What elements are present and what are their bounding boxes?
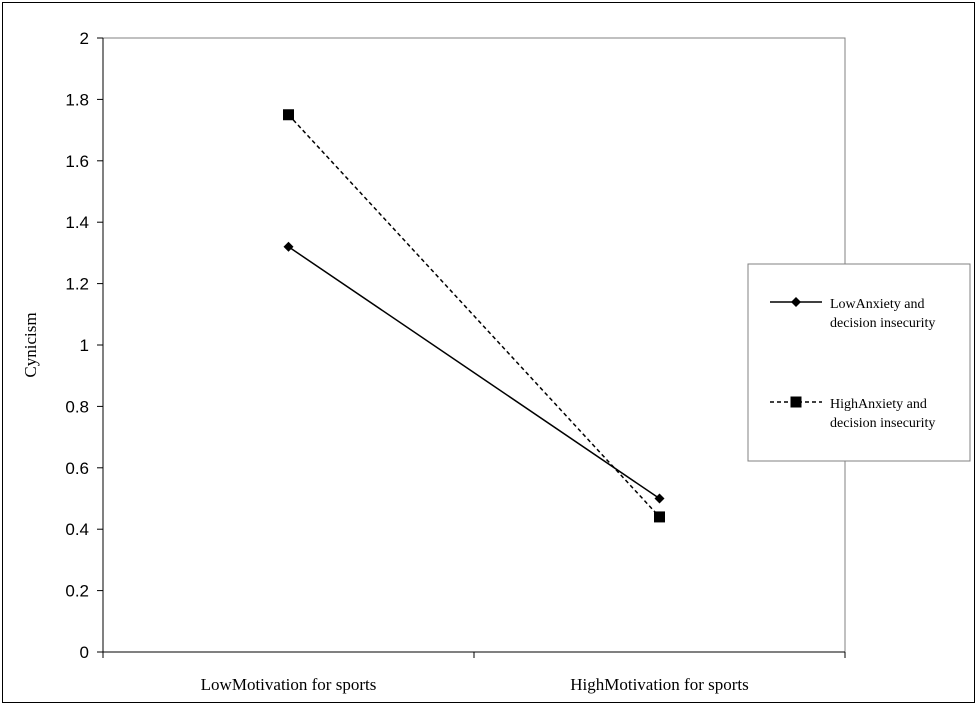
legend-label: decision insecurity	[830, 416, 935, 431]
y-tick-label: 0.6	[65, 459, 89, 478]
legend-square-marker	[790, 396, 802, 408]
square-marker	[283, 109, 294, 121]
legend-label: HighAnxiety and	[830, 397, 927, 412]
y-tick-label: 0.2	[65, 582, 89, 601]
y-tick-label: 1.6	[65, 152, 89, 171]
legend-diamond-marker	[791, 297, 801, 307]
series-layer	[283, 109, 665, 523]
x-axis: LowMotivation for sports HighMotivation f…	[102, 651, 846, 694]
series-1	[283, 241, 665, 504]
y-tick-label: 1	[80, 336, 89, 355]
x-category-label: HighMotivation for sports	[570, 675, 749, 694]
series-line	[288, 246, 660, 500]
legend-box	[747, 263, 971, 462]
y-tick-label: 1.8	[65, 90, 89, 109]
y-tick-label: 0.4	[65, 520, 89, 539]
y-tick-label: 0	[80, 643, 89, 662]
legend-label: LowAnxiety and	[830, 297, 924, 312]
y-tick-label: 2	[80, 29, 89, 48]
legend-entry-2: HighAnxiety and decision insecurity	[770, 396, 935, 431]
legend-label: decision insecurity	[830, 316, 935, 331]
diamond-marker	[283, 241, 294, 252]
y-axis: 0 0.2 0.4 0.6 0.8 1 1.2 1.4 1.6 1.8 2	[65, 29, 104, 662]
diamond-marker	[654, 493, 665, 504]
y-tick-label: 1.4	[65, 213, 89, 232]
y-tick-label: 0.8	[65, 397, 89, 416]
y-axis-label: Cynicism	[21, 312, 40, 377]
y-tick-label: 1.2	[65, 275, 89, 294]
x-category-label: LowMotivation for sports	[201, 675, 377, 694]
square-marker	[654, 511, 665, 523]
plot-area	[102, 37, 846, 653]
series-2	[283, 109, 665, 523]
legend-entry-1: LowAnxiety and decision insecurity	[770, 297, 935, 331]
series-line	[287, 114, 661, 518]
